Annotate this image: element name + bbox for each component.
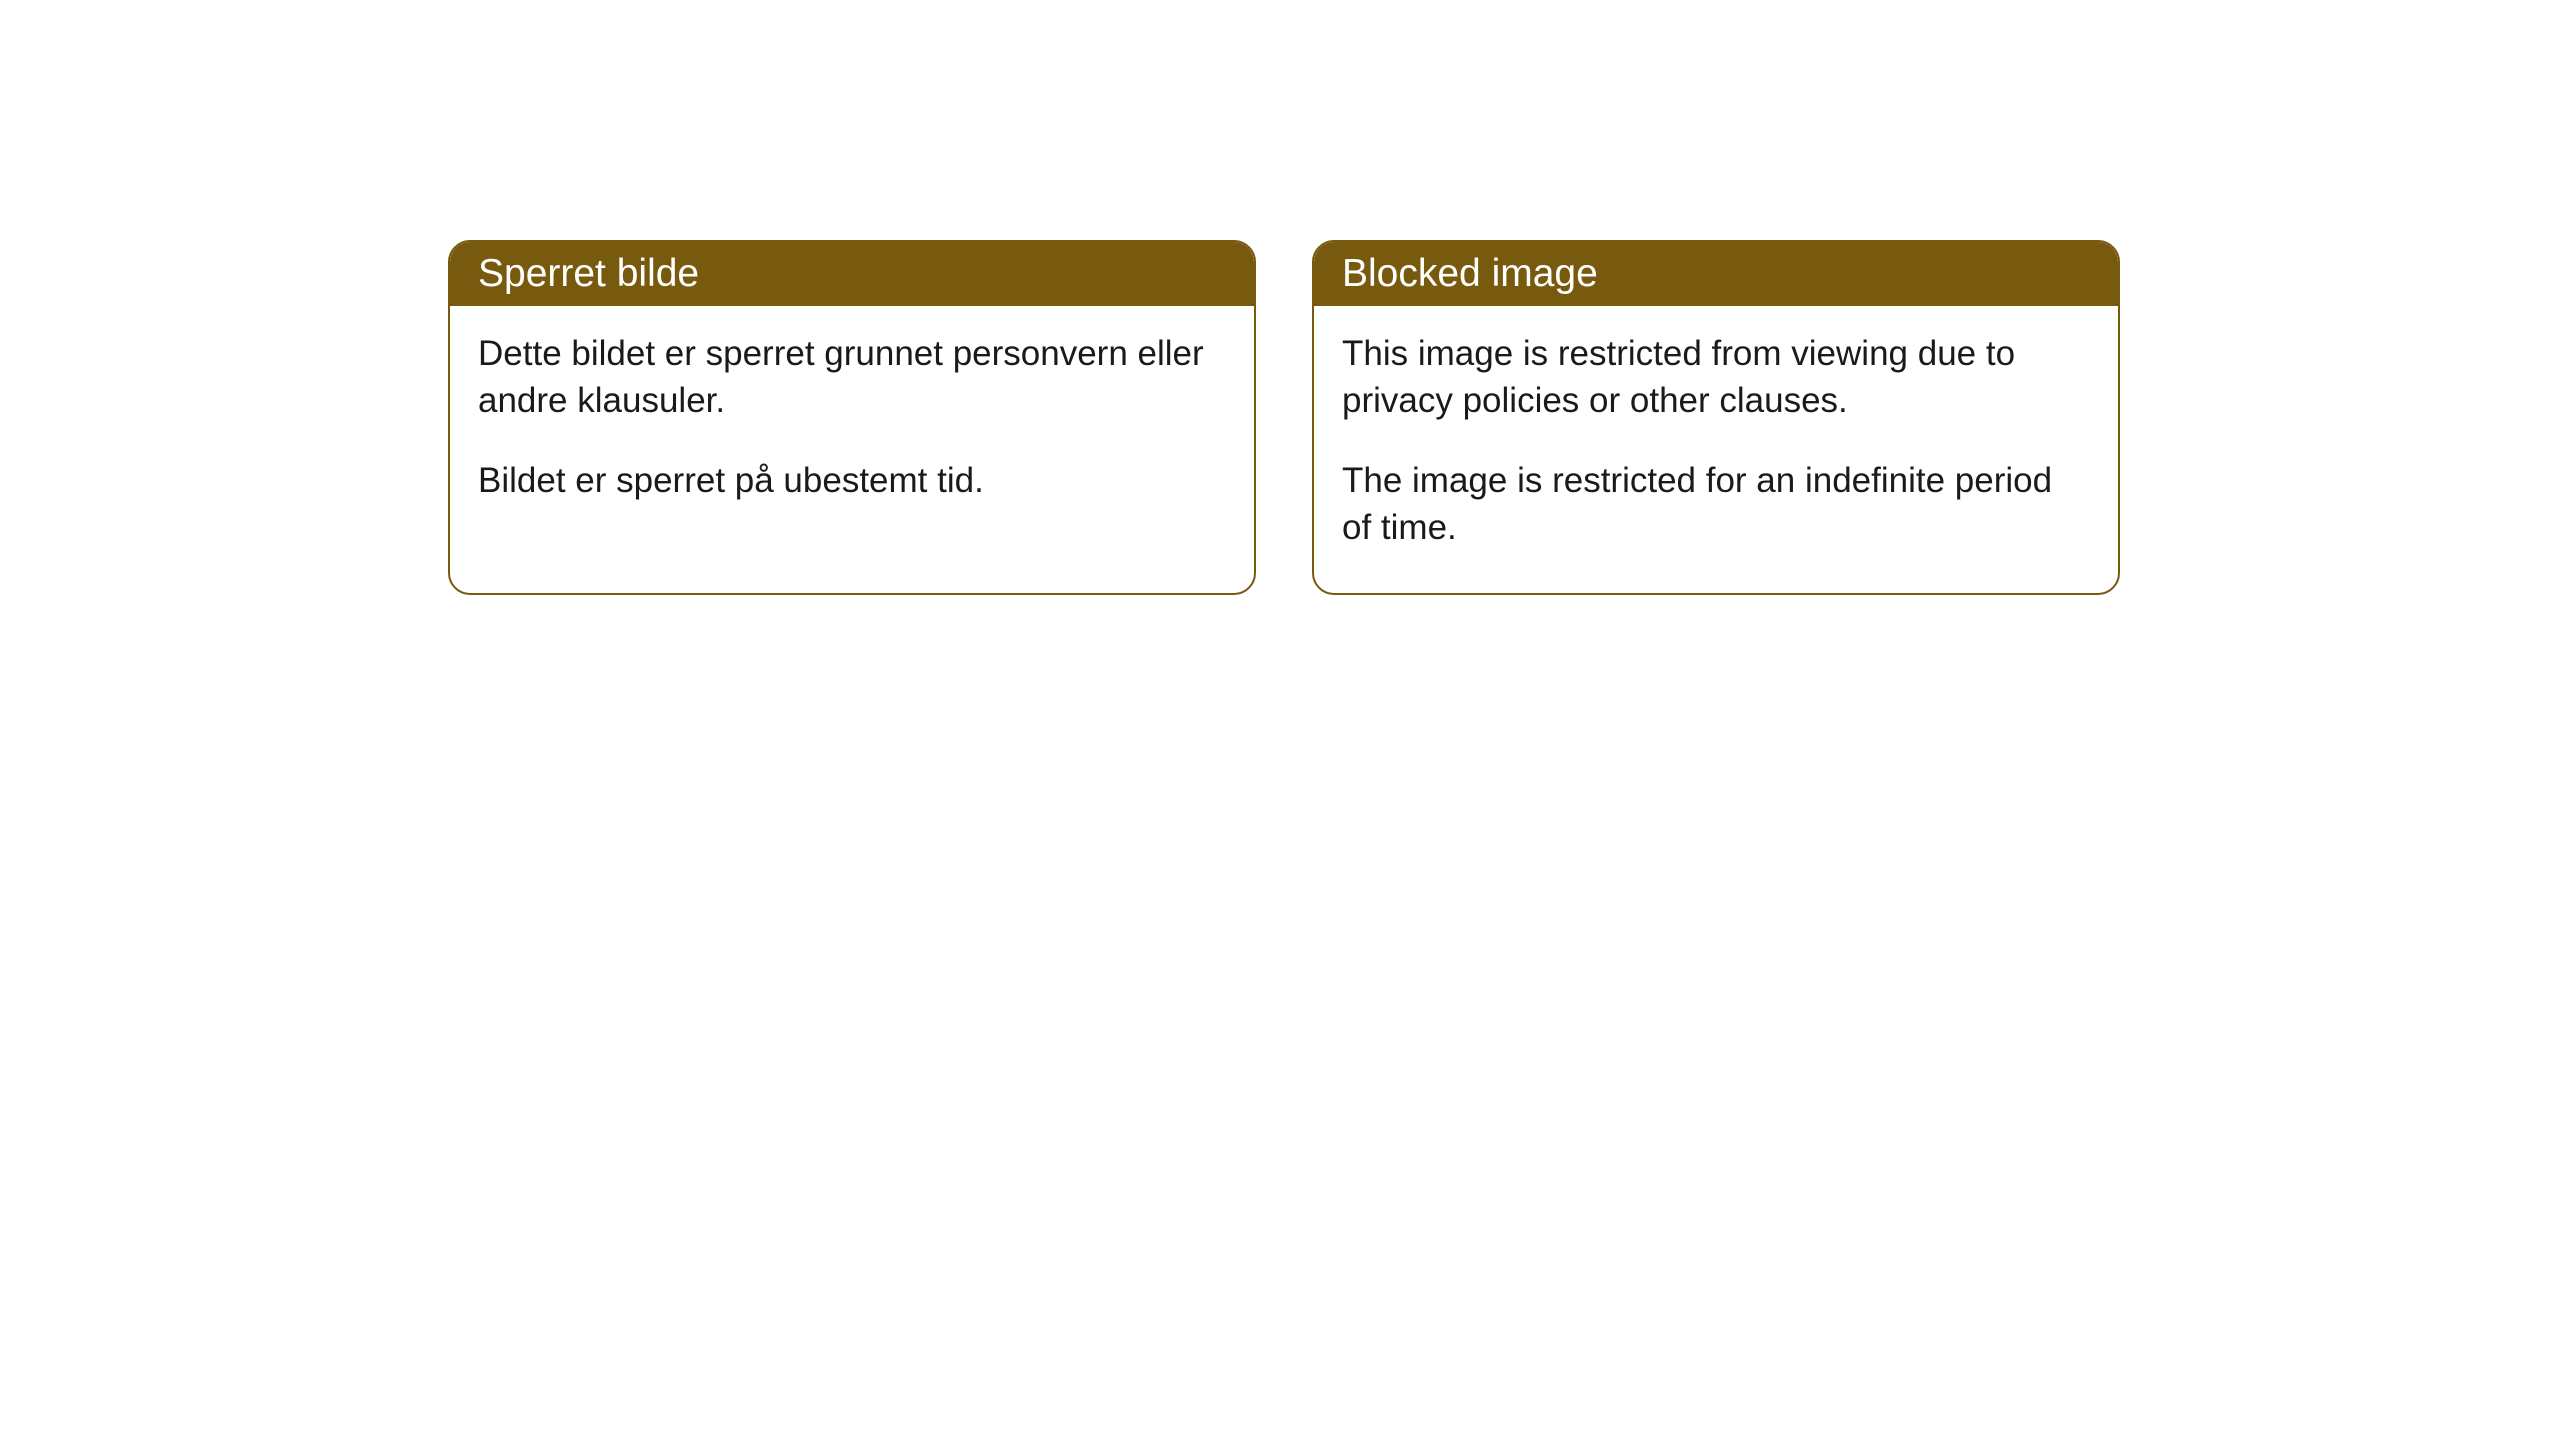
card-paragraph: Dette bildet er sperret grunnet personve… [478,330,1226,425]
card-body: This image is restricted from viewing du… [1314,306,2118,593]
card-body: Dette bildet er sperret grunnet personve… [450,306,1254,546]
card-header: Blocked image [1314,242,2118,306]
notice-cards-container: Sperret bilde Dette bildet er sperret gr… [448,240,2560,595]
notice-card-english: Blocked image This image is restricted f… [1312,240,2120,595]
card-title: Blocked image [1342,252,1598,295]
card-header: Sperret bilde [450,242,1254,306]
card-paragraph: The image is restricted for an indefinit… [1342,457,2090,552]
card-title: Sperret bilde [478,252,699,295]
card-paragraph: This image is restricted from viewing du… [1342,330,2090,425]
card-paragraph: Bildet er sperret på ubestemt tid. [478,457,1226,504]
notice-card-norwegian: Sperret bilde Dette bildet er sperret gr… [448,240,1256,595]
